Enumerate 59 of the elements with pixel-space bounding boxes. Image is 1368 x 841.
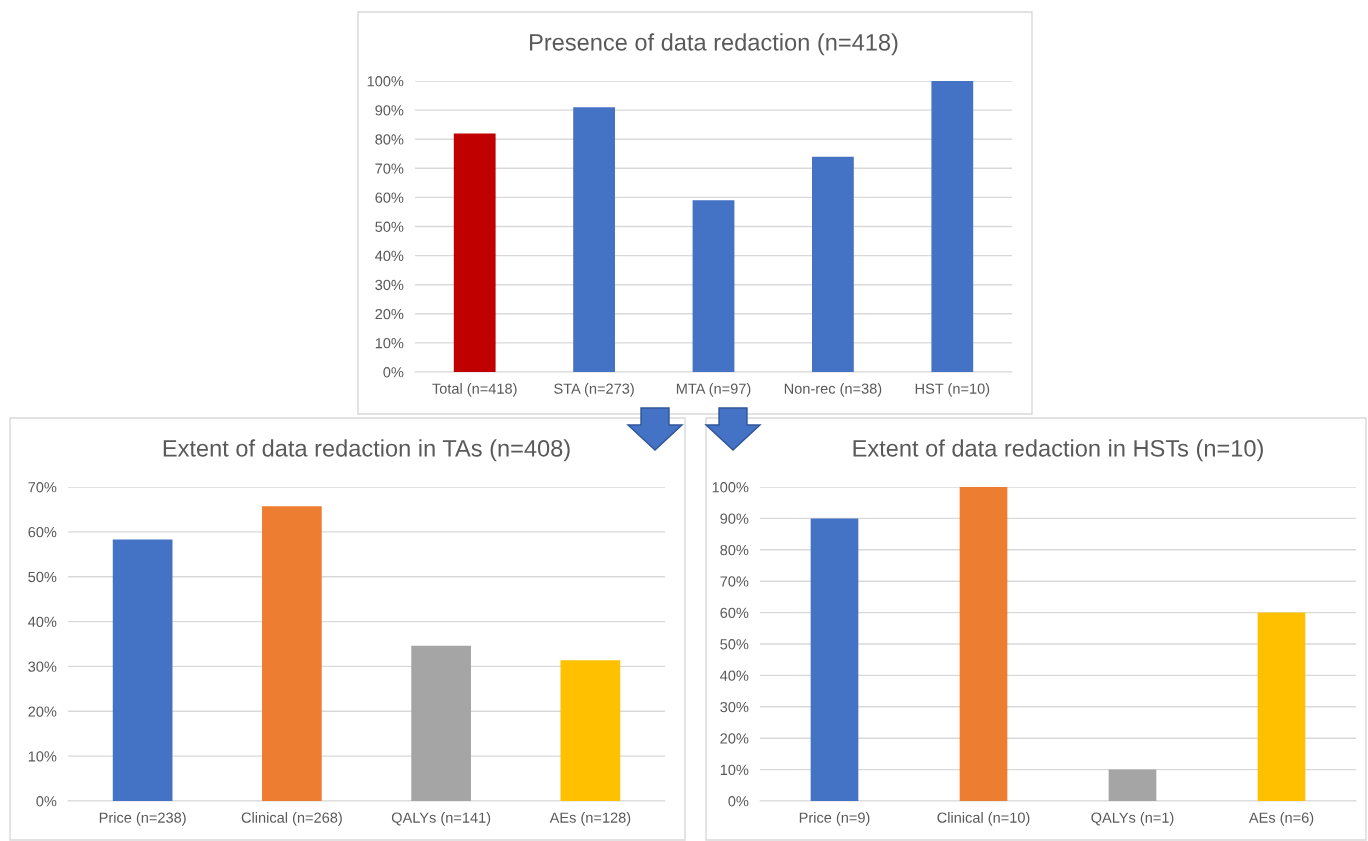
y-tick-label: 30% xyxy=(28,661,57,672)
bar xyxy=(573,107,615,372)
x-tick-label: Non-rec (n=38) xyxy=(784,383,882,397)
y-tick-label: 70% xyxy=(375,163,404,174)
bar xyxy=(112,539,173,801)
bar xyxy=(453,133,496,372)
y-tick-label: 30% xyxy=(720,701,749,713)
y-tick-label: 20% xyxy=(28,706,57,717)
bar xyxy=(692,200,735,372)
x-tick-label: Price (n=9) xyxy=(799,812,870,826)
y-tick-label: 10% xyxy=(375,338,404,349)
x-tick-label: Clinical (n=268) xyxy=(241,812,342,826)
y-tick-label: 40% xyxy=(375,250,404,262)
x-tick-label: STA (n=273) xyxy=(554,383,634,397)
y-tick-label: 20% xyxy=(375,308,404,320)
bar xyxy=(560,660,621,801)
bar xyxy=(411,645,471,801)
y-tick-label: 90% xyxy=(375,105,404,116)
y-tick-label: 0% xyxy=(383,367,404,378)
y-tick-label: 50% xyxy=(375,221,404,232)
y-tick-label: 80% xyxy=(720,544,749,556)
x-tick-label: MTA (n=97) xyxy=(676,383,751,397)
y-tick-label: 60% xyxy=(720,607,749,619)
bar xyxy=(931,81,974,372)
y-tick-label: 0% xyxy=(728,796,749,807)
y-tick-label: 30% xyxy=(375,279,404,291)
x-tick-label: AEs (n=6) xyxy=(1248,812,1314,826)
y-tick-label: 20% xyxy=(720,733,749,744)
chart-title: Presence of data redaction (n=418) xyxy=(530,33,898,56)
bar xyxy=(959,487,1008,801)
x-tick-label: Price (n=238) xyxy=(99,812,186,826)
y-tick-label: 0% xyxy=(36,796,57,807)
y-tick-label: 90% xyxy=(720,513,749,524)
bar xyxy=(1257,612,1306,801)
x-tick-label: QALYs (n=141) xyxy=(391,812,491,826)
x-tick-label: HST (n=10) xyxy=(915,383,990,397)
y-tick-label: 70% xyxy=(720,576,749,587)
y-tick-label: 60% xyxy=(375,192,404,203)
bar xyxy=(812,156,854,372)
y-tick-label: 10% xyxy=(720,764,749,776)
y-tick-label: 70% xyxy=(28,482,57,493)
bar xyxy=(810,518,859,801)
y-tick-label: 40% xyxy=(720,670,749,681)
x-tick-label: AEs (n=128) xyxy=(549,812,631,826)
y-tick-label: 10% xyxy=(28,751,57,762)
chart-title: Extent of data redaction in HSTs (n=10) xyxy=(853,439,1263,462)
y-tick-label: 80% xyxy=(375,134,404,145)
y-tick-label: 60% xyxy=(28,526,57,538)
y-tick-label: 50% xyxy=(720,639,749,650)
y-tick-label: 100% xyxy=(367,76,404,87)
y-tick-label: 40% xyxy=(28,616,57,627)
y-tick-label: 50% xyxy=(28,571,57,583)
x-tick-label: Total (n=418) xyxy=(432,383,517,397)
x-tick-label: Clinical (n=10) xyxy=(937,812,1030,826)
bar xyxy=(1108,769,1157,801)
bar xyxy=(262,506,322,801)
x-tick-label: QALYs (n=1) xyxy=(1091,812,1174,826)
y-tick-label: 100% xyxy=(712,482,749,493)
chart-title: Extent of data redaction in TAs (n=408) xyxy=(163,439,570,462)
